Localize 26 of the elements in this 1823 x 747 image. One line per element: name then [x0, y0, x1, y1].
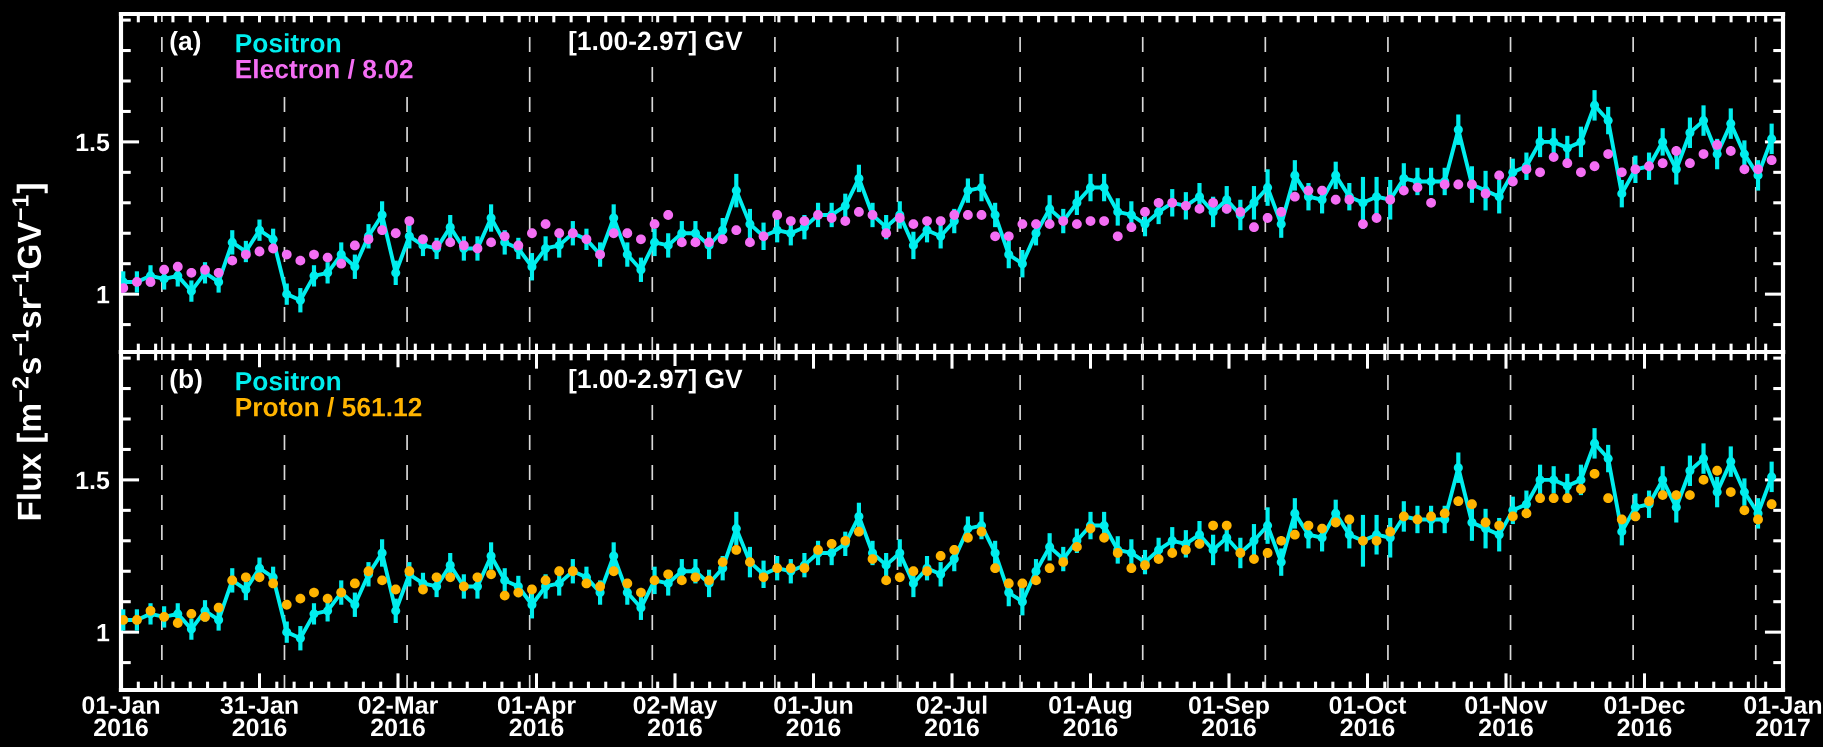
x-tick-label: 01-Apr 2016 — [497, 696, 576, 737]
text: Proton / 561.12 — [236, 397, 422, 417]
x-tick-label: 31-Jan 2016 — [220, 696, 298, 737]
y-tick-label: 1.5 — [76, 133, 110, 152]
text: Flux [m$^{−2}$s$^{−1}$sr$^{−1}$GV$^{−1}$] — [12, 184, 48, 520]
y-tick-label: 1 — [97, 624, 110, 642]
x-tick-label: 01-Jun 2016 — [774, 696, 853, 737]
annotation: (a) — [170, 30, 201, 56]
y-tick-label: 1 — [97, 286, 110, 304]
annotation: [1.00-2.97] GV — [569, 368, 743, 394]
x-tick-label: 01-Aug 2016 — [1049, 696, 1132, 737]
x-tick-label: 02-Mar 2016 — [358, 696, 438, 737]
text: Electron / 8.02 — [236, 59, 413, 79]
x-tick-label: 01-Dec 2016 — [1604, 696, 1685, 737]
text: Positron — [236, 371, 341, 391]
x-tick-label: 02-May 2016 — [633, 696, 718, 737]
x-tick-label: 02-Jul 2016 — [916, 695, 987, 737]
x-tick-label: 01-Sep 2016 — [1189, 696, 1269, 737]
annotation: (b) — [170, 368, 202, 394]
x-tick-label: 01-Nov 2016 — [1465, 696, 1548, 737]
x-tick-label: 01-Jan 2017 — [1744, 696, 1822, 737]
x-tick-label: 01-Oct 2016 — [1329, 696, 1407, 737]
text: Positron — [236, 33, 341, 53]
x-tick-label: 01-Jan 2016 — [82, 696, 160, 737]
y-tick-label: 1.5 — [76, 471, 110, 490]
annotation: [1.00-2.97] GV — [569, 30, 743, 56]
